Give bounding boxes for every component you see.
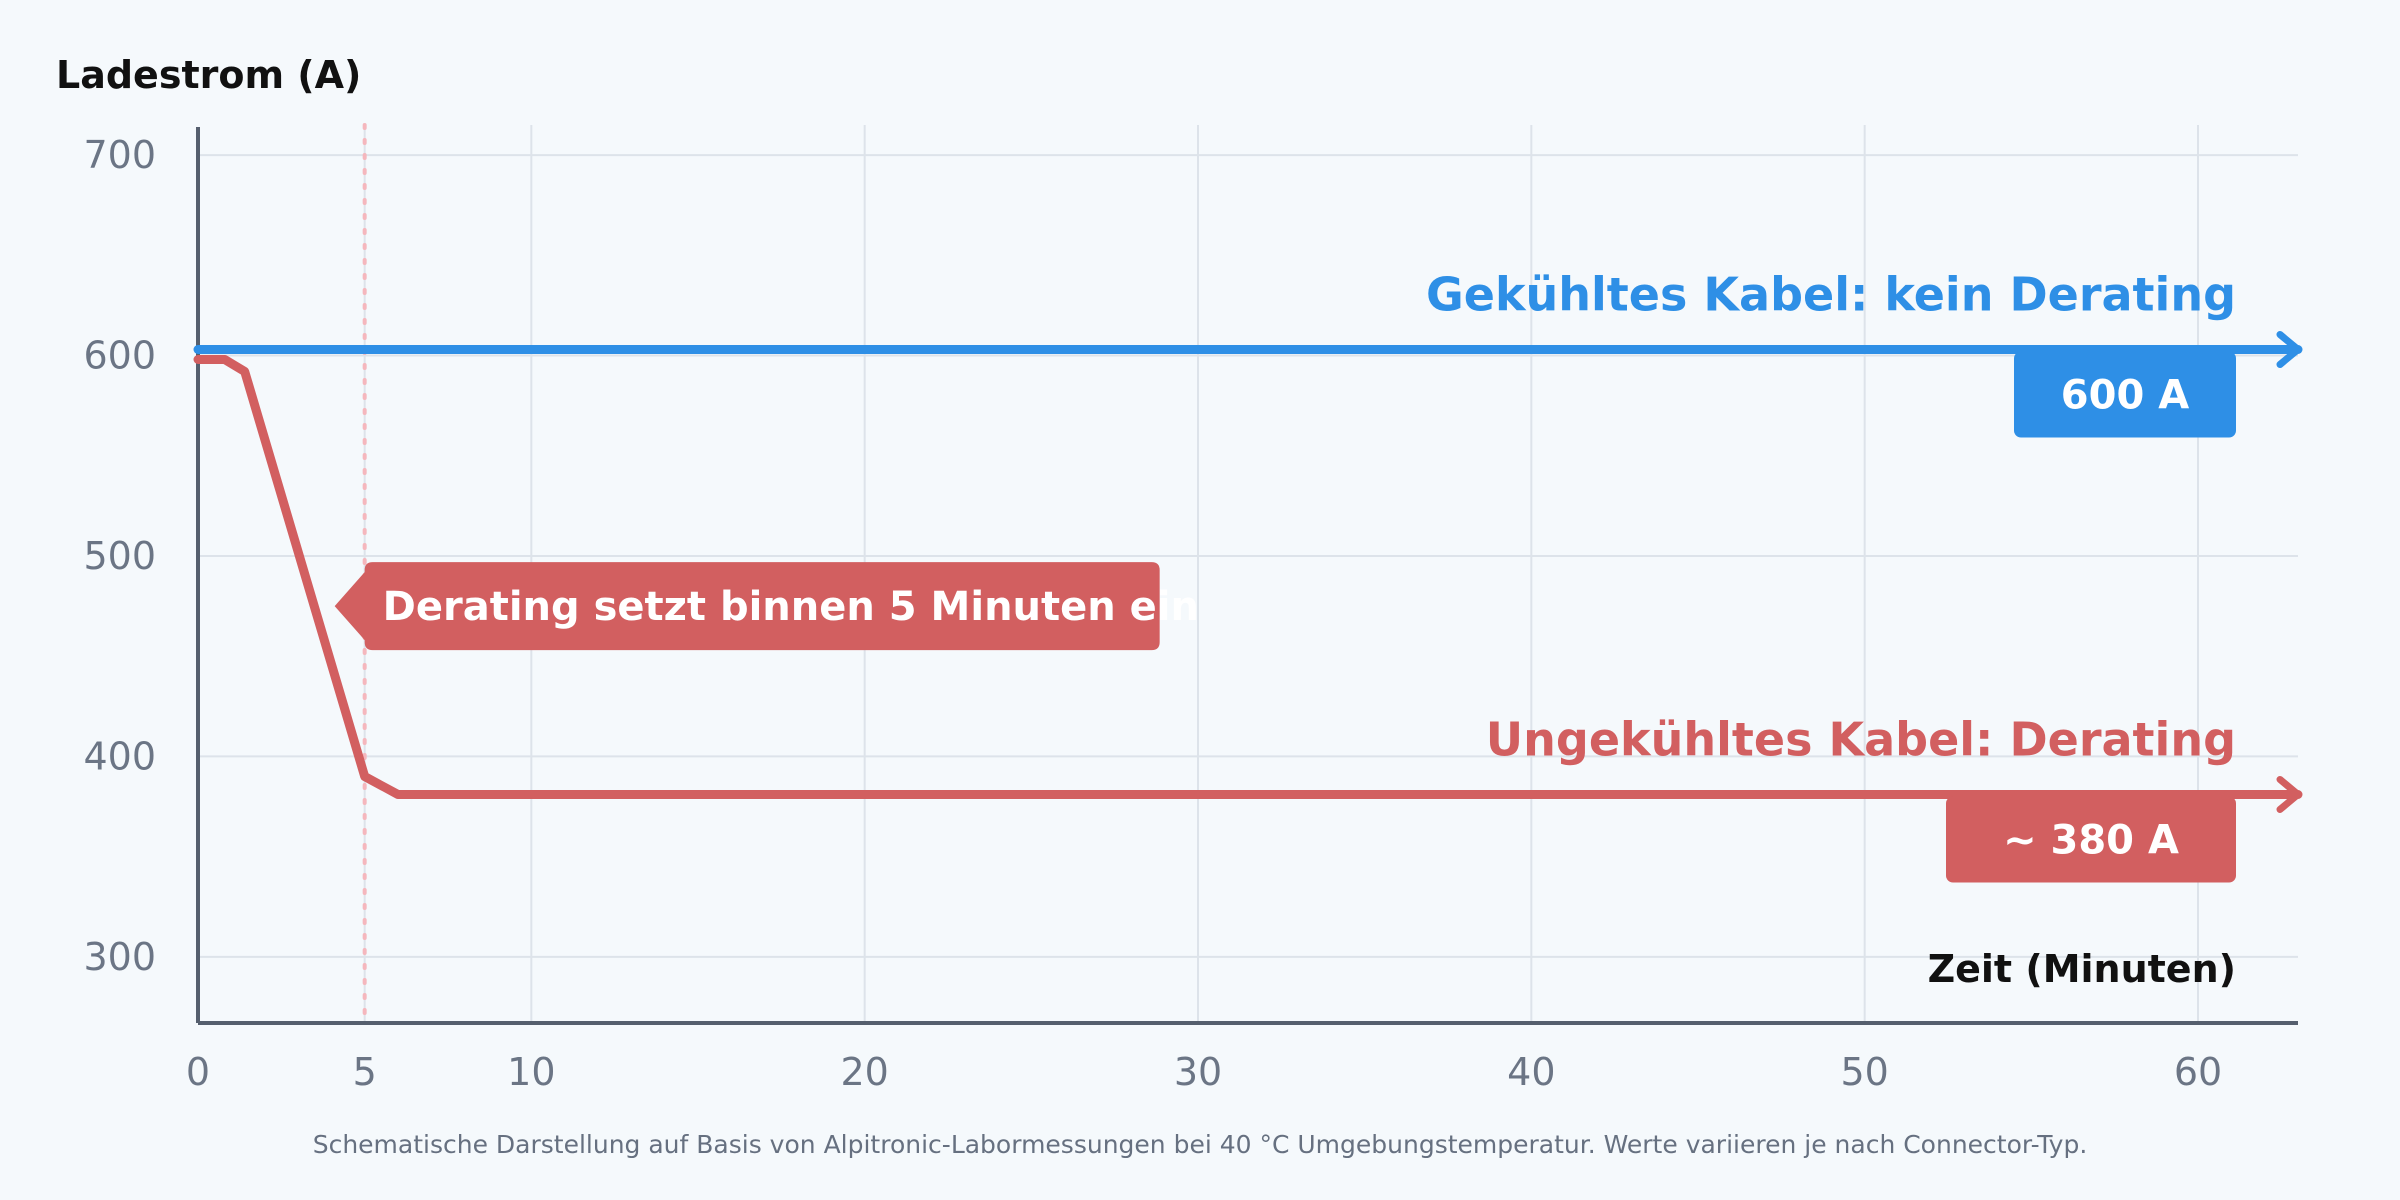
x-tick-labels: 0 5 10 20 30 40 50 60 xyxy=(186,1050,2222,1094)
y-tick-label: 400 xyxy=(83,734,156,778)
x-axis-title: Zeit (Minuten) xyxy=(1928,947,2236,991)
x-tick-label: 60 xyxy=(2174,1050,2222,1094)
x-tick-label: 5 xyxy=(353,1050,377,1094)
footnote: Schematische Darstellung auf Basis von A… xyxy=(313,1130,2088,1159)
series-arrow-0 xyxy=(2276,331,2302,368)
y-tick-label: 500 xyxy=(83,534,156,578)
derating-callout: Derating setzt binnen 5 Minuten ein xyxy=(334,562,1199,651)
y-tick-labels: 300 400 500 600 700 xyxy=(83,133,156,979)
x-tick-label: 0 xyxy=(186,1050,210,1094)
series-label-uncooled: Ungekühltes Kabel: Derating xyxy=(1486,712,2236,766)
x-tick-label: 10 xyxy=(507,1050,555,1094)
badge-cooled-text: 600 A xyxy=(2061,373,2189,419)
badge-uncooled-box xyxy=(1946,796,2236,883)
axes xyxy=(196,127,2298,1025)
y-tick-label: 300 xyxy=(83,935,156,979)
y-tick-label: 700 xyxy=(83,133,156,177)
x-tick-label: 30 xyxy=(1174,1050,1222,1094)
badge-cooled: 600 A xyxy=(2014,351,2236,438)
badge-uncooled-text: ~ 380 A xyxy=(2003,817,2179,863)
badge-cooled-box xyxy=(2014,351,2236,438)
x-tick-label: 20 xyxy=(840,1050,888,1094)
y-tick-label: 600 xyxy=(83,334,156,378)
y-axis-title: Ladestrom (A) xyxy=(56,53,361,97)
x-tick-label: 50 xyxy=(1840,1050,1888,1094)
badge-uncooled: ~ 380 A xyxy=(1946,796,2236,883)
series-lines xyxy=(193,331,2303,813)
callout-text: Derating setzt binnen 5 Minuten ein xyxy=(383,584,1199,630)
callout-box xyxy=(334,562,1160,651)
series-arrow-1 xyxy=(2276,775,2302,813)
x-tick-label: 40 xyxy=(1507,1050,1555,1094)
series-label-cooled: Gekühltes Kabel: kein Derating xyxy=(1426,268,2236,322)
series-line-1 xyxy=(193,355,2303,799)
